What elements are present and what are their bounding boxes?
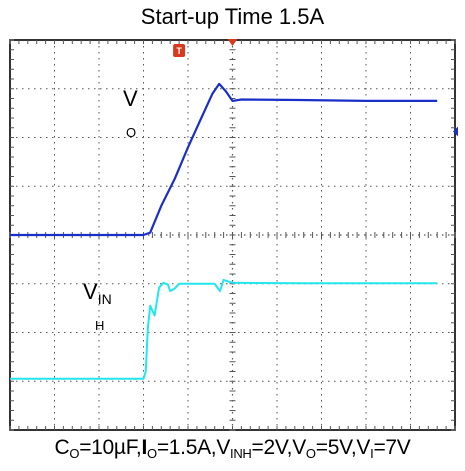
test-conditions-caption: CO=10µF,IO=1.5A,VINH=2V,VO=5V,VI=7V	[0, 436, 465, 461]
series-vinh-line	[10, 278, 438, 380]
trigger-position-marker	[227, 39, 238, 46]
vinh-label: VIN	[83, 279, 112, 307]
caption-vinh-symbol: V	[216, 436, 231, 459]
vo-label: V	[123, 86, 138, 111]
vinh-label-subscript: IN	[98, 291, 112, 307]
series-vo-line	[10, 82, 438, 237]
trigger-badge	[173, 44, 186, 57]
vo-label-subscript: O	[126, 125, 136, 140]
caption-vo-value: =5V,	[315, 436, 357, 459]
caption-co-value: =10µF,	[79, 436, 142, 459]
caption-co-symbol: C	[54, 436, 70, 459]
caption-co-subscript: O	[69, 446, 80, 461]
chart-title: Start-up Time 1.5A	[140, 4, 325, 29]
vinh-label-subscript-second-line: H	[95, 318, 104, 333]
plot-grid	[9, 39, 456, 431]
trigger-badge-label: T	[176, 46, 182, 56]
caption-vi-subscript: I	[370, 446, 374, 461]
caption-vinh-subscript: INH	[230, 446, 252, 461]
caption-io-subscript: O	[147, 446, 157, 461]
vinh-label-main: V	[83, 279, 98, 304]
caption-vo-subscript: O	[305, 446, 316, 461]
caption-vi-value: =7V	[373, 436, 411, 459]
caption-io-symbol: I	[141, 436, 147, 459]
channel-reference-marker	[453, 126, 458, 137]
caption-vinh-value: =2V,	[251, 436, 293, 459]
caption-vo-symbol: V	[292, 436, 306, 459]
caption-vi-symbol: V	[356, 436, 371, 459]
caption-io-value: =1.5A,	[156, 436, 217, 459]
